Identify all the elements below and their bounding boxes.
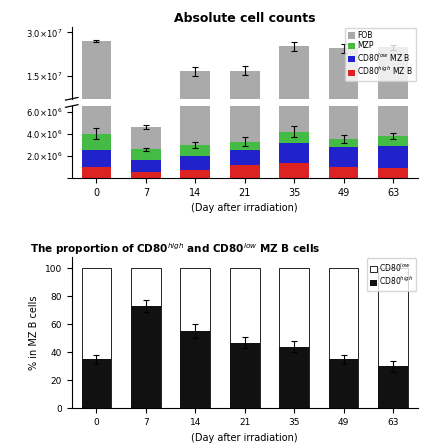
Bar [329, 167, 358, 178]
Bar [230, 268, 260, 408]
Bar [181, 111, 210, 113]
Bar [378, 108, 408, 111]
Bar [131, 106, 161, 111]
Bar [279, 0, 309, 131]
Bar [81, 151, 111, 167]
Bar [81, 41, 111, 107]
Bar [230, 115, 260, 119]
Bar [181, 331, 210, 408]
Text: The proportion of CD80$^{high}$ and CD80$^{low}$ MZ B cells: The proportion of CD80$^{high}$ and CD80… [30, 241, 320, 257]
Bar [81, 112, 111, 116]
Bar [230, 110, 260, 112]
Bar [329, 116, 358, 119]
Bar [131, 149, 161, 160]
Bar [230, 71, 260, 110]
Bar [329, 48, 358, 109]
Bar [131, 160, 161, 171]
Bar [378, 0, 408, 136]
Bar [378, 116, 408, 119]
Legend: FOB, MZP, CD80$^{low}$ MZ B, CD80$^{high}$ MZ B: FOB, MZP, CD80$^{low}$ MZ B, CD80$^{high… [345, 28, 416, 80]
Bar [81, 359, 111, 408]
Bar [279, 268, 309, 408]
Bar [181, 117, 210, 119]
Bar [81, 167, 111, 178]
Legend: CD80$^{low}$, CD80$^{high}$: CD80$^{low}$, CD80$^{high}$ [367, 258, 416, 290]
Bar [81, 268, 111, 408]
Bar [329, 111, 358, 116]
Bar [181, 0, 210, 145]
Bar [181, 145, 210, 156]
Bar [230, 112, 260, 115]
Bar [329, 268, 358, 408]
Bar [181, 113, 210, 117]
Bar [329, 139, 358, 147]
Bar [329, 359, 358, 408]
Bar [279, 46, 309, 107]
Bar [181, 170, 210, 178]
Bar [81, 116, 111, 119]
Bar [329, 0, 358, 139]
Bar [378, 48, 408, 108]
Bar [378, 111, 408, 116]
Bar [230, 142, 260, 151]
Bar [378, 366, 408, 408]
Bar [131, 306, 161, 408]
Bar [181, 268, 210, 408]
Bar [131, 127, 161, 149]
Bar [279, 163, 309, 178]
Bar [378, 136, 408, 146]
Bar [230, 165, 260, 178]
Bar [131, 111, 161, 115]
Bar [131, 268, 161, 408]
Bar [131, 117, 161, 119]
Bar [329, 147, 358, 167]
Bar [378, 268, 408, 408]
Bar [81, 0, 111, 134]
Bar [181, 71, 210, 111]
X-axis label: (Day after irradiation): (Day after irradiation) [192, 203, 298, 214]
Bar [378, 146, 408, 168]
Bar [378, 168, 408, 178]
Bar [81, 107, 111, 112]
X-axis label: (Day after irradiation): (Day after irradiation) [192, 433, 298, 443]
Bar [230, 151, 260, 165]
Title: Absolute cell counts: Absolute cell counts [174, 12, 316, 25]
Bar [279, 131, 309, 143]
Bar [329, 109, 358, 111]
Bar [279, 143, 309, 163]
Bar [131, 115, 161, 117]
Bar [230, 0, 260, 142]
Bar [230, 342, 260, 408]
Bar [181, 156, 210, 170]
Bar [81, 134, 111, 151]
Bar [279, 347, 309, 408]
Bar [131, 171, 161, 178]
Bar [279, 110, 309, 115]
Y-axis label: % in MZ B cells: % in MZ B cells [29, 295, 39, 370]
Bar [279, 107, 309, 110]
Bar [279, 115, 309, 119]
